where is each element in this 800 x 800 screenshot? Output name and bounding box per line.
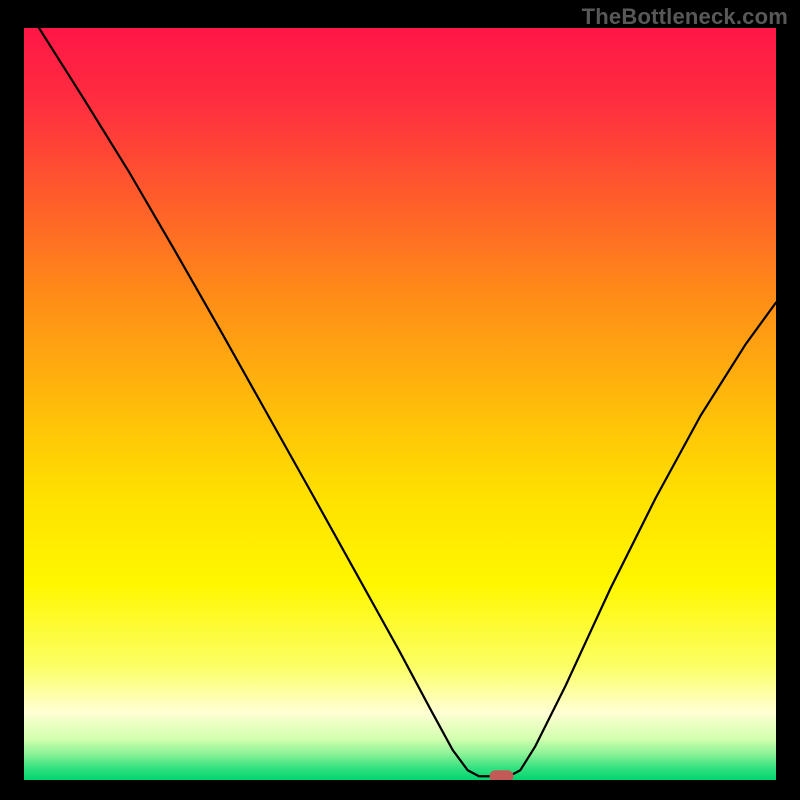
optimum-marker xyxy=(489,770,513,780)
bottleneck-curve-chart xyxy=(24,28,776,780)
watermark-text: TheBottleneck.com xyxy=(582,4,788,30)
plot-area xyxy=(24,28,776,780)
gradient-background xyxy=(24,28,776,780)
chart-frame: TheBottleneck.com xyxy=(0,0,800,800)
